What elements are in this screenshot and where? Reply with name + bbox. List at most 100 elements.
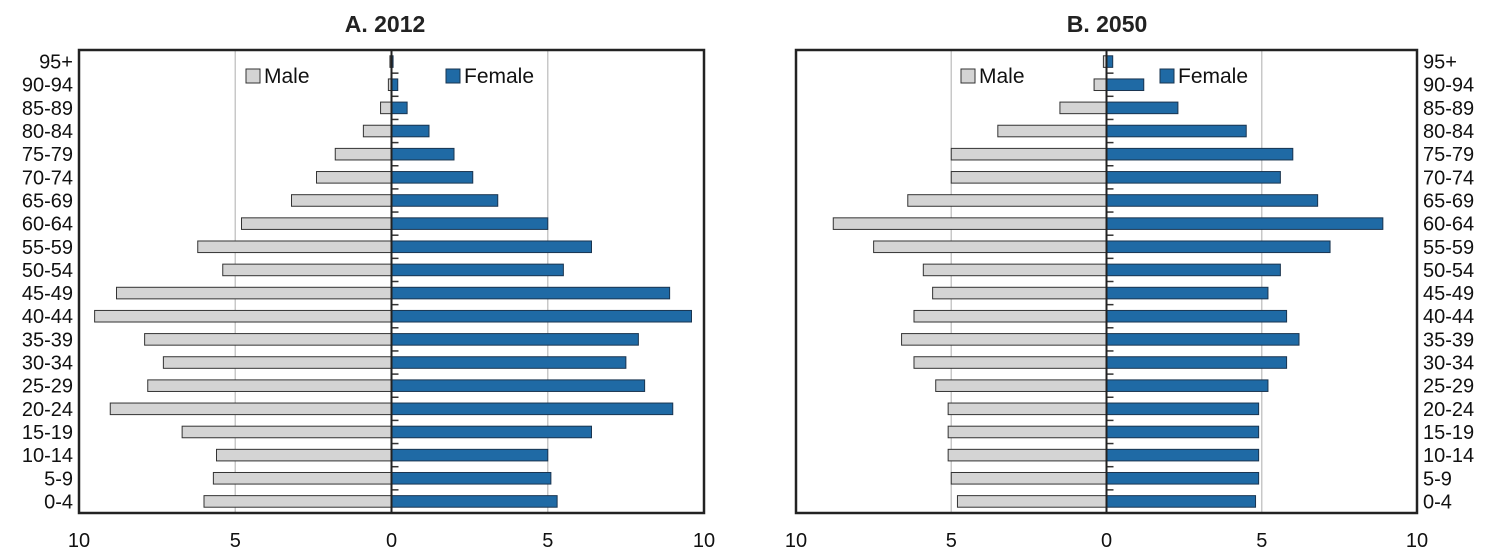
age-group-label: 65-69 <box>1423 190 1474 212</box>
age-group-label: 20-24 <box>1423 399 1474 421</box>
age-group-label: 30-34 <box>1423 353 1474 375</box>
female-bar <box>391 379 646 392</box>
male-bar <box>832 217 1107 230</box>
age-group-label: 40-44 <box>22 306 73 328</box>
legend-male-label: Male <box>979 65 1025 88</box>
female-bar <box>1106 333 1300 346</box>
male-bar <box>947 425 1108 439</box>
female-bar <box>1106 124 1247 138</box>
female-bar <box>391 194 499 207</box>
x-tick-label: 5 <box>1256 530 1267 552</box>
age-group-label: 90-94 <box>22 75 73 97</box>
age-group-label: 80-84 <box>1423 121 1474 143</box>
male-bar <box>222 263 392 277</box>
male-bar <box>94 309 392 323</box>
male-bar <box>197 240 392 254</box>
male-bar <box>316 171 392 184</box>
age-group-label: 5-9 <box>1423 468 1452 490</box>
female-bar <box>391 495 558 508</box>
female-bar <box>1106 495 1257 508</box>
x-tick-label: 5 <box>542 530 553 552</box>
age-group-label: 25-29 <box>22 376 73 398</box>
male-bar <box>997 124 1108 138</box>
age-group-label: 45-49 <box>22 283 73 305</box>
male-bar <box>144 333 392 346</box>
male-bar <box>950 471 1107 485</box>
age-group-label: 65-69 <box>22 190 73 212</box>
age-group-label: 75-79 <box>22 144 73 166</box>
age-group-label: 95+ <box>1423 52 1457 74</box>
female-bar <box>1106 448 1260 462</box>
plot-frame <box>77 48 706 515</box>
female-bar <box>1106 309 1288 323</box>
age-group-label: 40-44 <box>1423 306 1474 328</box>
age-group-label: 95+ <box>39 52 73 74</box>
male-bar <box>950 147 1107 161</box>
age-group-label: 80-84 <box>22 121 73 143</box>
male-bar <box>334 147 392 161</box>
age-group-label: 20-24 <box>22 399 73 421</box>
age-group-label: 35-39 <box>22 329 73 351</box>
female-bar <box>391 402 674 416</box>
panel-title: A. 2012 <box>345 11 426 37</box>
x-tick-label: 0 <box>386 530 397 552</box>
x-tick-label: 5 <box>946 530 957 552</box>
legend-female-swatch <box>1159 68 1175 84</box>
age-group-label: 70-74 <box>1423 167 1474 189</box>
age-group-label: 75-79 <box>1423 144 1474 166</box>
male-bar <box>162 356 392 369</box>
male-bar <box>907 194 1108 207</box>
legend-male-swatch <box>245 68 261 84</box>
age-group-label: 0-4 <box>1423 491 1452 513</box>
female-bar <box>1106 356 1288 369</box>
age-group-label: 0-4 <box>44 491 73 513</box>
age-group-label: 35-39 <box>1423 329 1474 351</box>
male-bar <box>935 379 1107 392</box>
female-bar <box>1106 147 1294 161</box>
female-bar <box>1106 379 1269 392</box>
age-group-label: 15-19 <box>1423 422 1474 444</box>
male-bar <box>947 448 1108 462</box>
female-bar <box>391 217 549 230</box>
male-bar <box>291 194 392 207</box>
female-bar <box>1106 78 1145 92</box>
age-group-label: 85-89 <box>1423 98 1474 120</box>
male-bar <box>380 101 392 115</box>
legend-male-label: Male <box>264 65 310 88</box>
age-group-label: 45-49 <box>1423 283 1474 305</box>
x-tick-label: 10 <box>693 530 715 552</box>
male-bar <box>181 425 392 439</box>
female-bar <box>1106 402 1260 416</box>
female-bar <box>391 263 564 277</box>
age-group-label: 70-74 <box>22 167 73 189</box>
male-bar <box>950 171 1107 184</box>
x-tick-label: 5 <box>230 530 241 552</box>
legend-female-label: Female <box>1178 65 1248 88</box>
female-bar <box>1106 240 1331 254</box>
male-bar <box>922 263 1107 277</box>
panel-title: B. 2050 <box>1067 11 1148 37</box>
age-group-label: 50-54 <box>1423 260 1474 282</box>
legend-female-label: Female <box>464 65 534 88</box>
male-bar <box>901 333 1107 346</box>
female-bar <box>1106 286 1269 300</box>
female-bar <box>1106 263 1281 277</box>
female-bar <box>1106 101 1179 115</box>
x-tick-label: 10 <box>785 530 807 552</box>
female-bar <box>1106 171 1281 184</box>
age-group-label: 15-19 <box>22 422 73 444</box>
female-bar <box>1106 217 1384 230</box>
pyramid-panel-2012: A. 2012 95+90-9485-8980-8475-7970-7465-69… <box>22 11 715 552</box>
male-bar <box>1093 78 1107 92</box>
x-tick-label: 0 <box>1101 530 1112 552</box>
x-tick-label: 10 <box>68 530 90 552</box>
female-bar <box>391 471 552 485</box>
male-bar <box>362 124 392 138</box>
male-bar <box>913 309 1107 323</box>
male-bar <box>913 356 1107 369</box>
female-bar <box>391 286 671 300</box>
female-bar <box>391 171 474 184</box>
age-group-label: 60-64 <box>1423 214 1474 236</box>
age-group-label: 30-34 <box>22 353 73 375</box>
